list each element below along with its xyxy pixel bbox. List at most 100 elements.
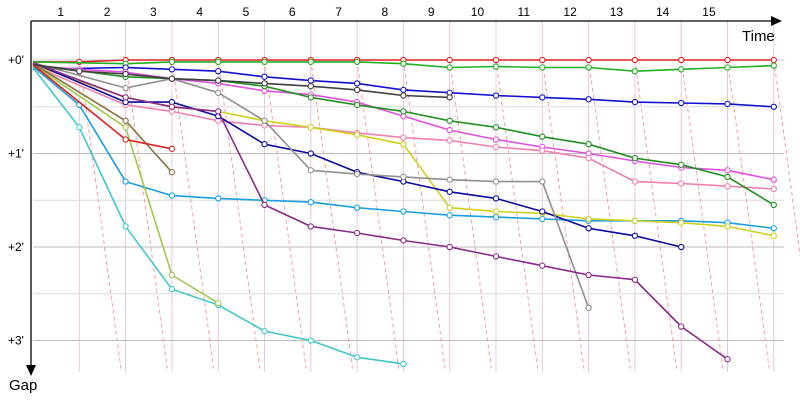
data-point — [400, 360, 407, 368]
data-point — [770, 62, 777, 69]
data-point — [446, 126, 453, 134]
data-point — [307, 77, 314, 84]
data-point — [492, 143, 500, 151]
data-point — [353, 170, 361, 178]
x-tick-label: 7 — [335, 5, 342, 19]
series-line — [32, 64, 219, 304]
data-point — [631, 155, 639, 162]
data-point — [492, 178, 500, 185]
data-point — [446, 212, 453, 219]
tick-labels: 1 2 3 4 5 6 7 8 9 10 11 12 13 14 15+0'+1'+2'+3' — [8, 5, 716, 348]
data-point — [770, 103, 777, 110]
data-point — [770, 232, 777, 239]
x-tick-label: 3 — [150, 5, 157, 19]
data-point — [76, 58, 83, 66]
data-point — [353, 86, 361, 94]
data-point — [585, 225, 592, 232]
data-point — [261, 73, 268, 80]
data-point — [261, 58, 268, 66]
diagonal-guide-line — [680, 59, 724, 369]
data-point — [353, 80, 361, 87]
data-point — [168, 192, 176, 199]
data-point — [678, 323, 685, 330]
diagonal-guide-line — [449, 59, 492, 369]
data-point — [585, 215, 592, 223]
data-point — [492, 195, 500, 202]
series-line — [32, 63, 173, 173]
data-point — [122, 94, 129, 101]
x-tick-label: 9 — [428, 5, 435, 19]
diagonal-guide-line — [217, 59, 261, 369]
data-point — [724, 223, 731, 230]
data-point — [353, 58, 361, 66]
data-point — [215, 77, 222, 84]
data-point — [261, 140, 268, 148]
data-point — [446, 137, 453, 144]
data-point — [76, 124, 83, 131]
data-point — [122, 178, 129, 185]
data-point — [307, 223, 314, 230]
data-point — [631, 178, 639, 185]
y-tick-label: +2' — [8, 240, 24, 254]
data-point — [261, 80, 268, 87]
y-tick-label: +1' — [8, 147, 24, 161]
data-point — [307, 150, 314, 157]
data-point — [307, 124, 314, 131]
data-point — [168, 103, 176, 110]
data-point — [446, 188, 453, 195]
data-point — [585, 56, 592, 64]
diagonal-guide-line — [634, 59, 678, 369]
data-point — [539, 262, 546, 269]
data-point — [585, 64, 592, 71]
data-point — [724, 173, 731, 181]
series-line — [32, 61, 774, 72]
data-point — [353, 101, 361, 109]
data-point — [168, 66, 176, 73]
series-line — [32, 63, 450, 99]
diagonal-guide-line — [78, 59, 122, 369]
data-point — [400, 134, 407, 141]
data-point — [678, 243, 685, 251]
diagonal-guide-line — [402, 59, 446, 369]
x-tick-label: 15 — [702, 5, 716, 19]
grid — [33, 20, 784, 372]
data-point — [492, 253, 500, 260]
series-line — [32, 62, 682, 248]
y-axis-arrow — [26, 365, 36, 376]
data-point — [539, 133, 546, 140]
x-tick-label: 8 — [382, 5, 389, 19]
data-point — [539, 94, 546, 101]
data-point — [631, 276, 639, 283]
data-point — [168, 169, 176, 176]
data-point — [400, 108, 407, 115]
diagonal-guide-line — [171, 59, 215, 369]
data-point — [539, 215, 546, 223]
data-point — [678, 161, 685, 168]
data-point — [678, 56, 685, 64]
diagonal-guide-line — [541, 59, 585, 369]
data-point — [770, 176, 777, 183]
x-tick-label: 13 — [610, 5, 624, 19]
data-point — [400, 208, 407, 215]
data-point — [400, 237, 407, 244]
data-point — [353, 229, 361, 237]
x-tick-label: 6 — [289, 5, 296, 19]
data-point — [492, 213, 500, 221]
data-point — [724, 100, 731, 108]
x-tick-label: 12 — [563, 5, 577, 19]
data-point — [261, 201, 268, 209]
x-axis-label: Time — [742, 28, 775, 45]
data-point — [76, 68, 83, 75]
data-point — [492, 208, 500, 215]
y-tick-label: +0' — [8, 53, 24, 67]
diagonal-guide-line — [125, 59, 168, 369]
data-point — [215, 195, 222, 202]
data-point — [307, 198, 314, 206]
data-point — [261, 327, 268, 335]
x-tick-label: 1 — [57, 5, 64, 19]
diagonal-guides — [78, 59, 800, 369]
data-point — [724, 167, 731, 174]
data-point — [724, 64, 731, 71]
data-point — [539, 147, 546, 154]
